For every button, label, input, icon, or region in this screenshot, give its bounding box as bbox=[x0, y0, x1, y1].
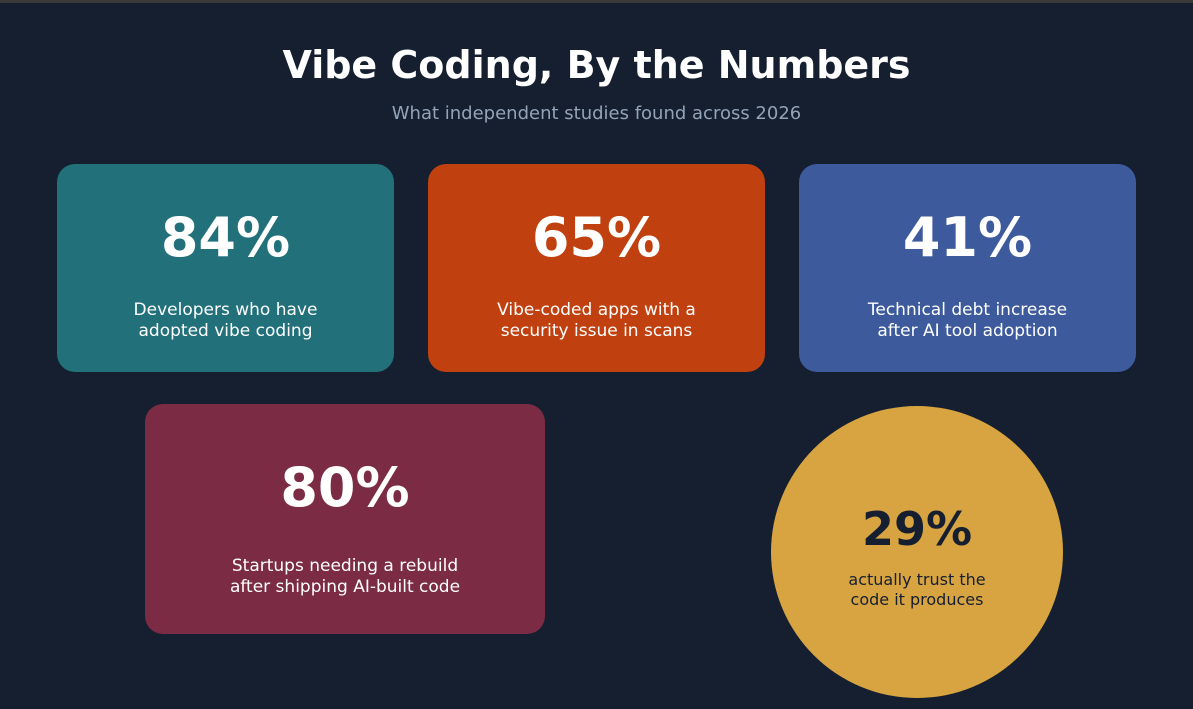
description-line: Vibe-coded apps with a bbox=[497, 300, 696, 320]
description-line: after AI tool adoption bbox=[877, 321, 1058, 341]
stat: 84% bbox=[160, 206, 291, 269]
stat-card: 41% Technical debt increase after AI tool… bbox=[799, 164, 1136, 372]
description: Vibe-coded apps with a security issue in … bbox=[428, 300, 765, 342]
stat-circle: 29% actually trust the code it produces bbox=[771, 406, 1063, 698]
description-line: Startups needing a rebuild bbox=[231, 556, 459, 576]
stat-card: 84% Developers who have adopted vibe codi… bbox=[57, 164, 394, 372]
description-line: Technical debt increase bbox=[867, 300, 1068, 320]
description-line: actually trust the bbox=[848, 570, 986, 589]
stat-card: 80% Startups needing a rebuild after ship… bbox=[145, 404, 545, 634]
description-line: adopted vibe coding bbox=[138, 321, 313, 341]
description: Developers who have adopted vibe coding bbox=[57, 300, 394, 342]
subtitle: What independent studies found across 20… bbox=[391, 103, 802, 124]
description-line: after shipping AI-built code bbox=[229, 577, 461, 597]
description: Technical debt increase after AI tool ado… bbox=[799, 300, 1136, 342]
stat: 65% bbox=[531, 206, 662, 269]
title: Vibe Coding, By the Numbers bbox=[282, 43, 911, 87]
stat-card: 65% Vibe-coded apps with a security issue… bbox=[428, 164, 765, 372]
description: actually trust the code it produces bbox=[771, 570, 1063, 610]
stat: 80% bbox=[280, 456, 410, 519]
description-line: Developers who have bbox=[133, 300, 318, 320]
description-line: security issue in scans bbox=[500, 321, 693, 341]
stat: 41% bbox=[902, 206, 1033, 269]
description: Startups needing a rebuild after shipping… bbox=[145, 556, 545, 598]
description-line: code it produces bbox=[850, 590, 984, 609]
stat: 29% bbox=[861, 502, 973, 556]
